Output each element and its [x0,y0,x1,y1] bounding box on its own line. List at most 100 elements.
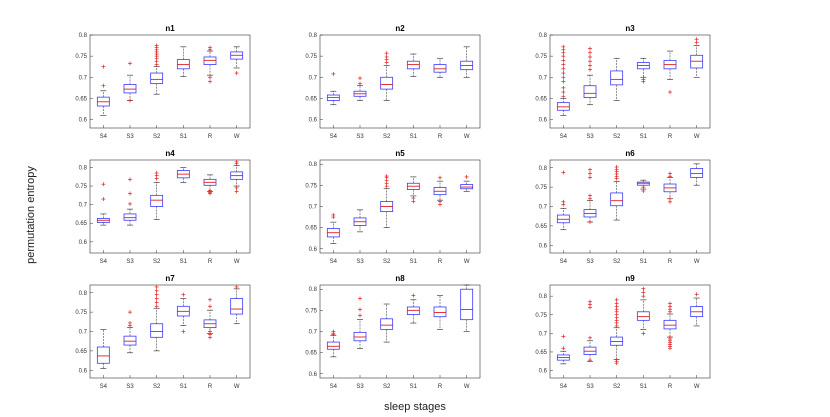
outlier-point [234,284,239,289]
box-S4 [96,182,110,226]
box-iqr [663,319,677,330]
box-iqr [150,323,164,338]
y-tick-label: 0.65 [75,96,87,102]
box-S4 [556,170,570,231]
y-tick-label: 0.75 [535,54,547,60]
outlier-point [208,329,212,334]
box-S3 [123,177,137,226]
y-tick-label: 0.75 [305,308,317,314]
x-tick-label: S2 [153,259,161,265]
x-tick-label: S4 [100,384,108,390]
box-S4 [326,329,340,358]
x-tick-label: S3 [126,384,134,390]
box-S3 [353,209,367,233]
x-tick-label: R [668,259,673,265]
outlier-point [614,297,619,302]
box-W [690,37,704,78]
outlier-point [588,175,592,180]
outlier-point [561,334,566,339]
outlier-point [641,290,646,295]
x-tick-label: S3 [356,259,364,265]
box-iqr [610,192,624,207]
box-R [203,297,217,340]
x-tick-label: S1 [640,384,648,390]
x-tick-label: S4 [560,384,568,390]
x-tick-label: S2 [613,259,621,265]
panel-title: n2 [395,24,405,33]
outlier-point [561,94,566,99]
outlier-point [101,197,106,202]
axes-frame [319,159,481,254]
panel-n8: n8 0.6 0.65 0.7 0.75 0.8 S4 S3 S2 S1 R W [305,274,481,390]
outlier-point [101,64,106,69]
y-tick-label: 0.75 [75,310,87,316]
box-S4 [96,64,110,116]
outlier-point [234,189,239,194]
outlier-point [641,189,646,193]
axes-frame [319,284,481,379]
panel-n1: n1 0.6 0.65 0.7 0.75 0.8 S4 S3 S2 S1 R W [75,24,251,140]
outlier-point [561,346,566,351]
x-axis-label: sleep stages [384,401,446,413]
x-tick-label: S4 [560,134,568,140]
outlier-point [128,98,132,103]
y-tick-label: 0.8 [79,33,88,39]
box-R [663,171,677,204]
y-tick-label: 0.6 [79,240,88,246]
box-S2 [150,284,164,352]
panel-n3: n3 0.6 0.65 0.7 0.75 0.8 S4 S3 S2 S1 R W [535,24,711,140]
outlier-point [668,301,672,306]
panel-n6: n6 0.6 0.65 0.7 0.75 0.8 S4 S3 S2 S1 R W [535,149,711,265]
outlier-point [208,45,212,50]
outlier-point [588,193,592,198]
box-W [230,46,244,76]
outlier-point [358,307,362,312]
box-iqr [96,346,110,364]
outlier-point [694,40,699,45]
outlier-point [561,58,566,63]
outlier-point [208,304,212,309]
outlier-point [641,286,646,291]
outlier-point [588,299,592,304]
outlier-point [154,296,159,301]
x-tick-label: S3 [126,134,134,140]
outlier-point [641,294,646,299]
panel-title: n1 [165,24,175,33]
box-iqr [610,70,624,86]
box-S1 [636,286,650,336]
y-tick-label: 0.75 [535,313,547,319]
x-tick-label: W [234,259,240,265]
x-tick-label: S2 [153,384,161,390]
y-tick-label: 0.7 [309,205,318,211]
outlier-point [331,212,336,217]
panel-n4: n4 0.6 0.65 0.7 0.75 0.8 S4 S3 S2 S1 R W [75,149,251,265]
box-S4 [556,44,570,116]
box-iqr [123,213,137,221]
y-tick-label: 0.7 [539,205,548,211]
y-tick-label: 0.65 [535,224,547,230]
y-tick-label: 0.7 [309,75,318,81]
box-S1 [176,292,190,334]
box-S3 [583,46,597,106]
axes-frame [89,159,251,254]
x-tick-label: S1 [180,259,188,265]
x-tick-label: S1 [410,384,418,390]
x-tick-label: W [234,134,240,140]
axes-frame [549,159,711,254]
outlier-point [561,90,566,95]
x-tick-label: S4 [330,384,338,390]
box-R [663,301,677,351]
box-S2 [610,164,624,221]
outlier-point [561,62,566,67]
y-tick-label: 0.75 [75,54,87,60]
x-tick-label: S4 [330,259,338,265]
y-tick-label: 0.6 [539,369,548,375]
axes-frame [89,34,251,129]
x-tick-label: S2 [153,134,161,140]
outlier-point [154,292,159,297]
outlier-point [641,185,646,190]
outlier-point [411,199,416,204]
outlier-point [208,297,212,302]
y-tick-label: 0.8 [79,165,88,171]
box-iqr [123,335,137,346]
